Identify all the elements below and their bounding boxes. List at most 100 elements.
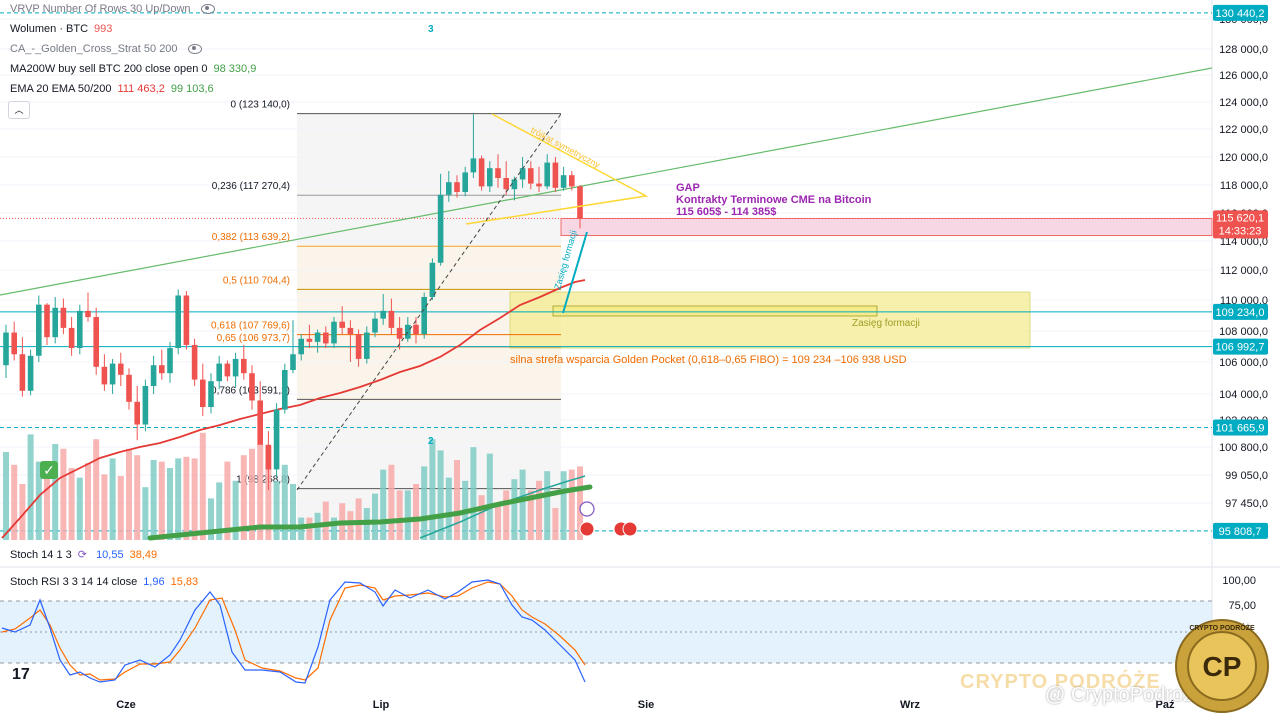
- candle-body: [478, 158, 485, 187]
- volume-bar: [568, 469, 575, 540]
- x-tick-label: Wrz: [900, 699, 920, 711]
- volume-bar: [11, 464, 18, 540]
- legend-ca[interactable]: CA_-_Golden_Cross_Strat 50 200: [10, 43, 208, 55]
- candle-body: [437, 194, 444, 263]
- volume-bar: [388, 464, 395, 540]
- gap-subtitle: Kontrakty Terminowe CME na Bitcoin: [676, 194, 872, 206]
- volume-bar: [167, 468, 173, 540]
- volume-bar: [19, 484, 26, 540]
- candle-body: [126, 374, 132, 402]
- volume-bar: [495, 503, 501, 540]
- volume-bar: [404, 490, 411, 540]
- price-tag-label: 106 992,7: [1216, 342, 1265, 354]
- x-tick-label: Paź: [1156, 699, 1175, 711]
- volume-bar: [527, 490, 534, 540]
- x-tick-label: Cze: [116, 699, 136, 711]
- candle-body: [569, 175, 575, 187]
- legend-stochrsi[interactable]: Stoch RSI 3 3 14 14 close 1,96 15,83: [10, 576, 204, 588]
- candle-body: [118, 363, 124, 375]
- volume-bar: [150, 460, 157, 540]
- ca-label: CA_-_Golden_Cross_Strat 50 200: [10, 43, 178, 55]
- candle-body: [413, 324, 419, 335]
- volume-bar: [486, 453, 493, 540]
- volume-bar: [478, 495, 485, 540]
- triangle-pattern: [465, 113, 649, 225]
- volume-bar: [372, 493, 378, 540]
- legend-ma200w[interactable]: MA200W buy sell BTC 200 close open 0 98 3…: [10, 63, 262, 75]
- volume-bar: [536, 480, 542, 540]
- gap-zone: [560, 218, 1213, 237]
- volume-bar: [429, 439, 436, 540]
- legend-ema[interactable]: EMA 20 EMA 50/200 111 463,2 99 103,6: [10, 83, 220, 95]
- y-tick-label: 120 000,0: [1219, 152, 1268, 164]
- vrvp-label: VRVP Number Of Rows 30 Up/Down: [10, 3, 191, 15]
- x-tick-label: Sie: [638, 699, 655, 711]
- volume-label: Wolumen · BTC: [10, 23, 89, 35]
- volume-bar: [281, 464, 288, 540]
- volume-bar: [519, 469, 526, 540]
- eye-icon[interactable]: [187, 44, 202, 55]
- volume-bar: [306, 517, 313, 540]
- fib-label: 0,5 (110 704,4): [223, 275, 290, 286]
- volume-bar: [544, 471, 551, 540]
- candle-body: [167, 348, 173, 374]
- wave-3-label: 3: [428, 24, 434, 35]
- watermark-text: CRYPTO PODRÓŻE: [960, 671, 1161, 693]
- volume-bar: [134, 455, 141, 540]
- stoch-k-value: 10,55: [96, 549, 124, 561]
- candle-body: [36, 304, 42, 356]
- ma200w-value: 98 330,9: [213, 63, 257, 75]
- candle-body: [241, 358, 247, 374]
- candle-body: [265, 444, 272, 470]
- y-tick-label: 108 000,0: [1219, 326, 1268, 338]
- y-tick-label: 114 000,0: [1220, 236, 1268, 248]
- current-price-label: 115 620,1: [1216, 212, 1264, 224]
- candle-body: [232, 358, 239, 377]
- candle-body: [470, 158, 477, 173]
- legend-volume[interactable]: Wolumen · BTC 993: [10, 23, 118, 35]
- price-tag-label: 101 665,9: [1216, 423, 1265, 435]
- volume-bar: [117, 476, 124, 540]
- lightning-icon: [579, 501, 595, 517]
- volume-bar: [273, 480, 280, 540]
- volume-bar: [257, 444, 264, 540]
- volume-bar: [265, 447, 272, 540]
- volume-bar: [93, 439, 100, 540]
- legend-stoch[interactable]: Stoch 14 1 3 ⟳ 10,55 38,49: [10, 548, 163, 561]
- ema20-line: [1, 279, 586, 539]
- flag-icon: [622, 521, 638, 537]
- volume-bar: [421, 466, 428, 540]
- candle-body: [282, 370, 288, 410]
- fib-label: 0,236 (117 270,4): [212, 181, 290, 192]
- volume-bar: [552, 508, 559, 540]
- volume-bar: [52, 444, 59, 540]
- y-tick-label: 106 000,0: [1219, 357, 1268, 369]
- x-tick-label: Lip: [373, 699, 390, 711]
- eye-icon[interactable]: [200, 4, 215, 15]
- volume-bar: [183, 456, 190, 540]
- golden-pocket-label: silna strefa wsparcia Golden Pocket (0,6…: [510, 354, 907, 366]
- candle-body: [462, 172, 468, 192]
- volume-bar: [208, 498, 214, 540]
- volume-bar: [347, 511, 354, 540]
- volume-bar: [249, 448, 255, 540]
- price-tag: [1213, 419, 1268, 436]
- candle-body: [191, 344, 198, 380]
- legend-vrvp[interactable]: VRVP Number Of Rows 30 Up/Down: [10, 3, 221, 15]
- refresh-icon: ⟳: [77, 549, 87, 561]
- collapse-legend-button[interactable]: ︿: [8, 101, 30, 119]
- candle-body: [388, 310, 395, 328]
- volume-bar: [437, 450, 444, 540]
- candle-body: [560, 175, 567, 188]
- stochrsi-d-value: 15,83: [170, 576, 199, 588]
- candle-body: [405, 324, 411, 339]
- candle-body: [347, 327, 354, 335]
- candle-body: [364, 332, 370, 359]
- volume-bar: [224, 461, 231, 540]
- candle-body: [68, 327, 75, 349]
- volume-bar: [175, 458, 182, 540]
- volume-bar: [470, 447, 477, 540]
- y-tick-label: 100 800,0: [1219, 442, 1268, 454]
- candle-body: [183, 295, 190, 345]
